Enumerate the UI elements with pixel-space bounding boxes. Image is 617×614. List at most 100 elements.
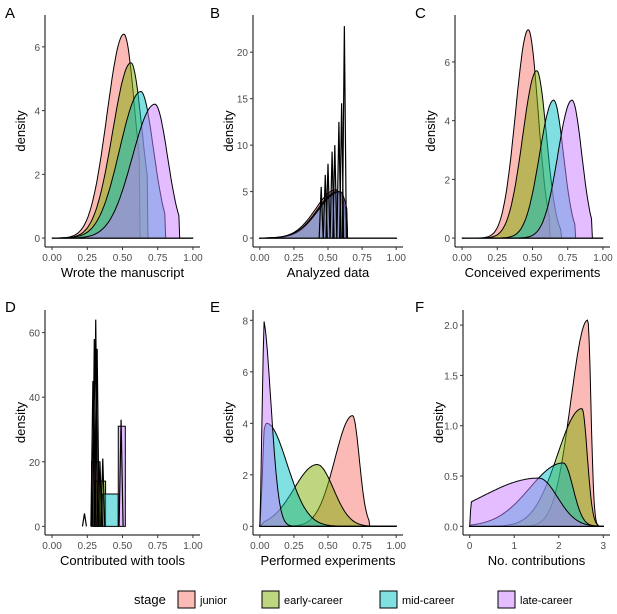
density-spike — [118, 419, 124, 527]
panel-f: F 0.0 0.5 1.0 1.5 2.0 0 1 2 3 No. contributions den… — [415, 299, 610, 568]
y-tick-label: 10 — [237, 141, 249, 152]
x-tick-label: 2 — [556, 541, 562, 552]
density-spike — [100, 458, 106, 527]
y-tick-label: 1.0 — [444, 422, 458, 433]
x-tick-label: 3 — [601, 541, 607, 552]
legend: stage junior early-career mid-career late-ca… — [134, 590, 573, 609]
density-area-late-career — [461, 99, 604, 239]
y-tick-label: 0 — [242, 234, 248, 245]
x-axis-label: Performed experiments — [260, 553, 396, 568]
y-tick-label: 4 — [444, 117, 450, 128]
legend-item-mid-career: mid-career — [379, 590, 455, 609]
x-tick-label: 0.50 — [318, 541, 338, 552]
x-tick-label: 0.25 — [78, 253, 98, 264]
density-area-late-career — [468, 477, 605, 527]
density-spike — [94, 348, 100, 527]
density-spike — [81, 513, 88, 527]
x-tick-label: 0.50 — [318, 253, 338, 264]
y-tick-label: 1.5 — [444, 371, 458, 382]
y-tick-label: 4 — [242, 419, 248, 430]
x-tick-label: 0.75 — [352, 541, 372, 552]
y-tick-label: 0 — [34, 522, 40, 533]
y-axis-label: density — [13, 110, 28, 152]
x-tick-label: 0.75 — [352, 253, 372, 264]
y-axis-label: density — [431, 401, 446, 443]
x-axis-label: Wrote the manuscript — [61, 265, 185, 280]
y-tick-label: 2.0 — [444, 321, 458, 332]
x-tick-label: 0.25 — [284, 541, 304, 552]
x-tick-label: 0.00 — [250, 541, 270, 552]
legend-item-late-career: late-career — [497, 590, 573, 609]
y-tick-label: 0 — [444, 234, 450, 245]
density-spike — [341, 26, 347, 239]
x-tick-label: 1 — [511, 541, 517, 552]
y-tick-label: 60 — [29, 329, 41, 340]
legend-item-early-career: early-career — [261, 590, 343, 609]
legend-label: junior — [199, 595, 227, 607]
y-tick-label: 2 — [444, 175, 450, 186]
y-axis-label: density — [13, 401, 28, 443]
x-tick-label: 0.75 — [558, 253, 578, 264]
y-tick-label: 6 — [34, 43, 40, 54]
density-spike — [332, 145, 338, 239]
legend-label: late-career — [520, 595, 573, 607]
x-axis-label: Contributed with tools — [60, 553, 186, 568]
density-spike — [93, 319, 99, 527]
y-tick-label: 0.0 — [444, 522, 458, 533]
y-tick-label: 5 — [242, 188, 248, 199]
x-tick-label: 0.00 — [452, 253, 472, 264]
x-tick-label: 0.00 — [250, 253, 270, 264]
panel-tag: D — [5, 299, 16, 316]
panel-d: D 0 20 40 60 0.00 0.25 0.50 0.75 1.00Contributed … — [5, 299, 203, 568]
x-tick-label: 0.25 — [284, 253, 304, 264]
density-area-late-career — [258, 191, 398, 239]
legend-title: stage — [134, 592, 166, 607]
y-tick-label: 0 — [242, 522, 248, 533]
y-tick-label: 4 — [34, 107, 40, 118]
panel-tag: C — [415, 5, 426, 22]
density-spike — [318, 186, 324, 239]
x-tick-label: 0.25 — [488, 253, 508, 264]
y-axis-label: density — [423, 110, 438, 152]
x-tick-label: 0.50 — [113, 253, 133, 264]
y-tick-label: 8 — [242, 316, 248, 327]
y-tick-label: 0 — [34, 234, 40, 245]
legend-item-junior: junior — [177, 590, 227, 609]
panel-tag: E — [210, 299, 220, 316]
x-tick-label: 1.00 — [183, 253, 203, 264]
y-tick-label: 6 — [444, 58, 450, 69]
x-axis-label: Conceived experiments — [465, 265, 601, 280]
density-area-late-career — [259, 321, 397, 527]
legend-swatch — [379, 590, 398, 609]
y-axis-label: density — [221, 110, 236, 152]
y-tick-label: 2 — [34, 170, 40, 181]
x-tick-label: 0.50 — [523, 253, 543, 264]
x-tick-label: 0.00 — [42, 253, 62, 264]
panel-tag: A — [5, 5, 15, 22]
y-tick-label: 40 — [29, 393, 41, 404]
x-tick-label: 0.25 — [78, 541, 98, 552]
x-tick-label: 0 — [467, 541, 473, 552]
x-tick-label: 0.75 — [148, 541, 168, 552]
density-spike — [325, 163, 331, 239]
x-tick-label: 1.00 — [386, 541, 406, 552]
y-tick-label: 0.5 — [444, 472, 458, 483]
x-tick-label: 0.50 — [113, 541, 133, 552]
density-area-late-career — [51, 103, 194, 239]
legend-swatch — [497, 590, 516, 609]
legend-swatch — [177, 590, 196, 609]
y-tick-label: 20 — [237, 48, 249, 59]
x-tick-label: 1.00 — [183, 541, 203, 552]
x-tick-label: 1.00 — [386, 253, 406, 264]
panel-b: B 0 5 10 15 20 0.00 0.25 0.50 0.75 1.00 Analyzed da… — [210, 5, 406, 280]
y-tick-label: 6 — [242, 368, 248, 379]
panel-tag: B — [210, 5, 220, 22]
x-tick-label: 0.00 — [42, 541, 62, 552]
x-tick-label: 1.00 — [593, 253, 613, 264]
y-tick-label: 15 — [237, 95, 249, 106]
x-tick-label: 0.75 — [148, 253, 168, 264]
